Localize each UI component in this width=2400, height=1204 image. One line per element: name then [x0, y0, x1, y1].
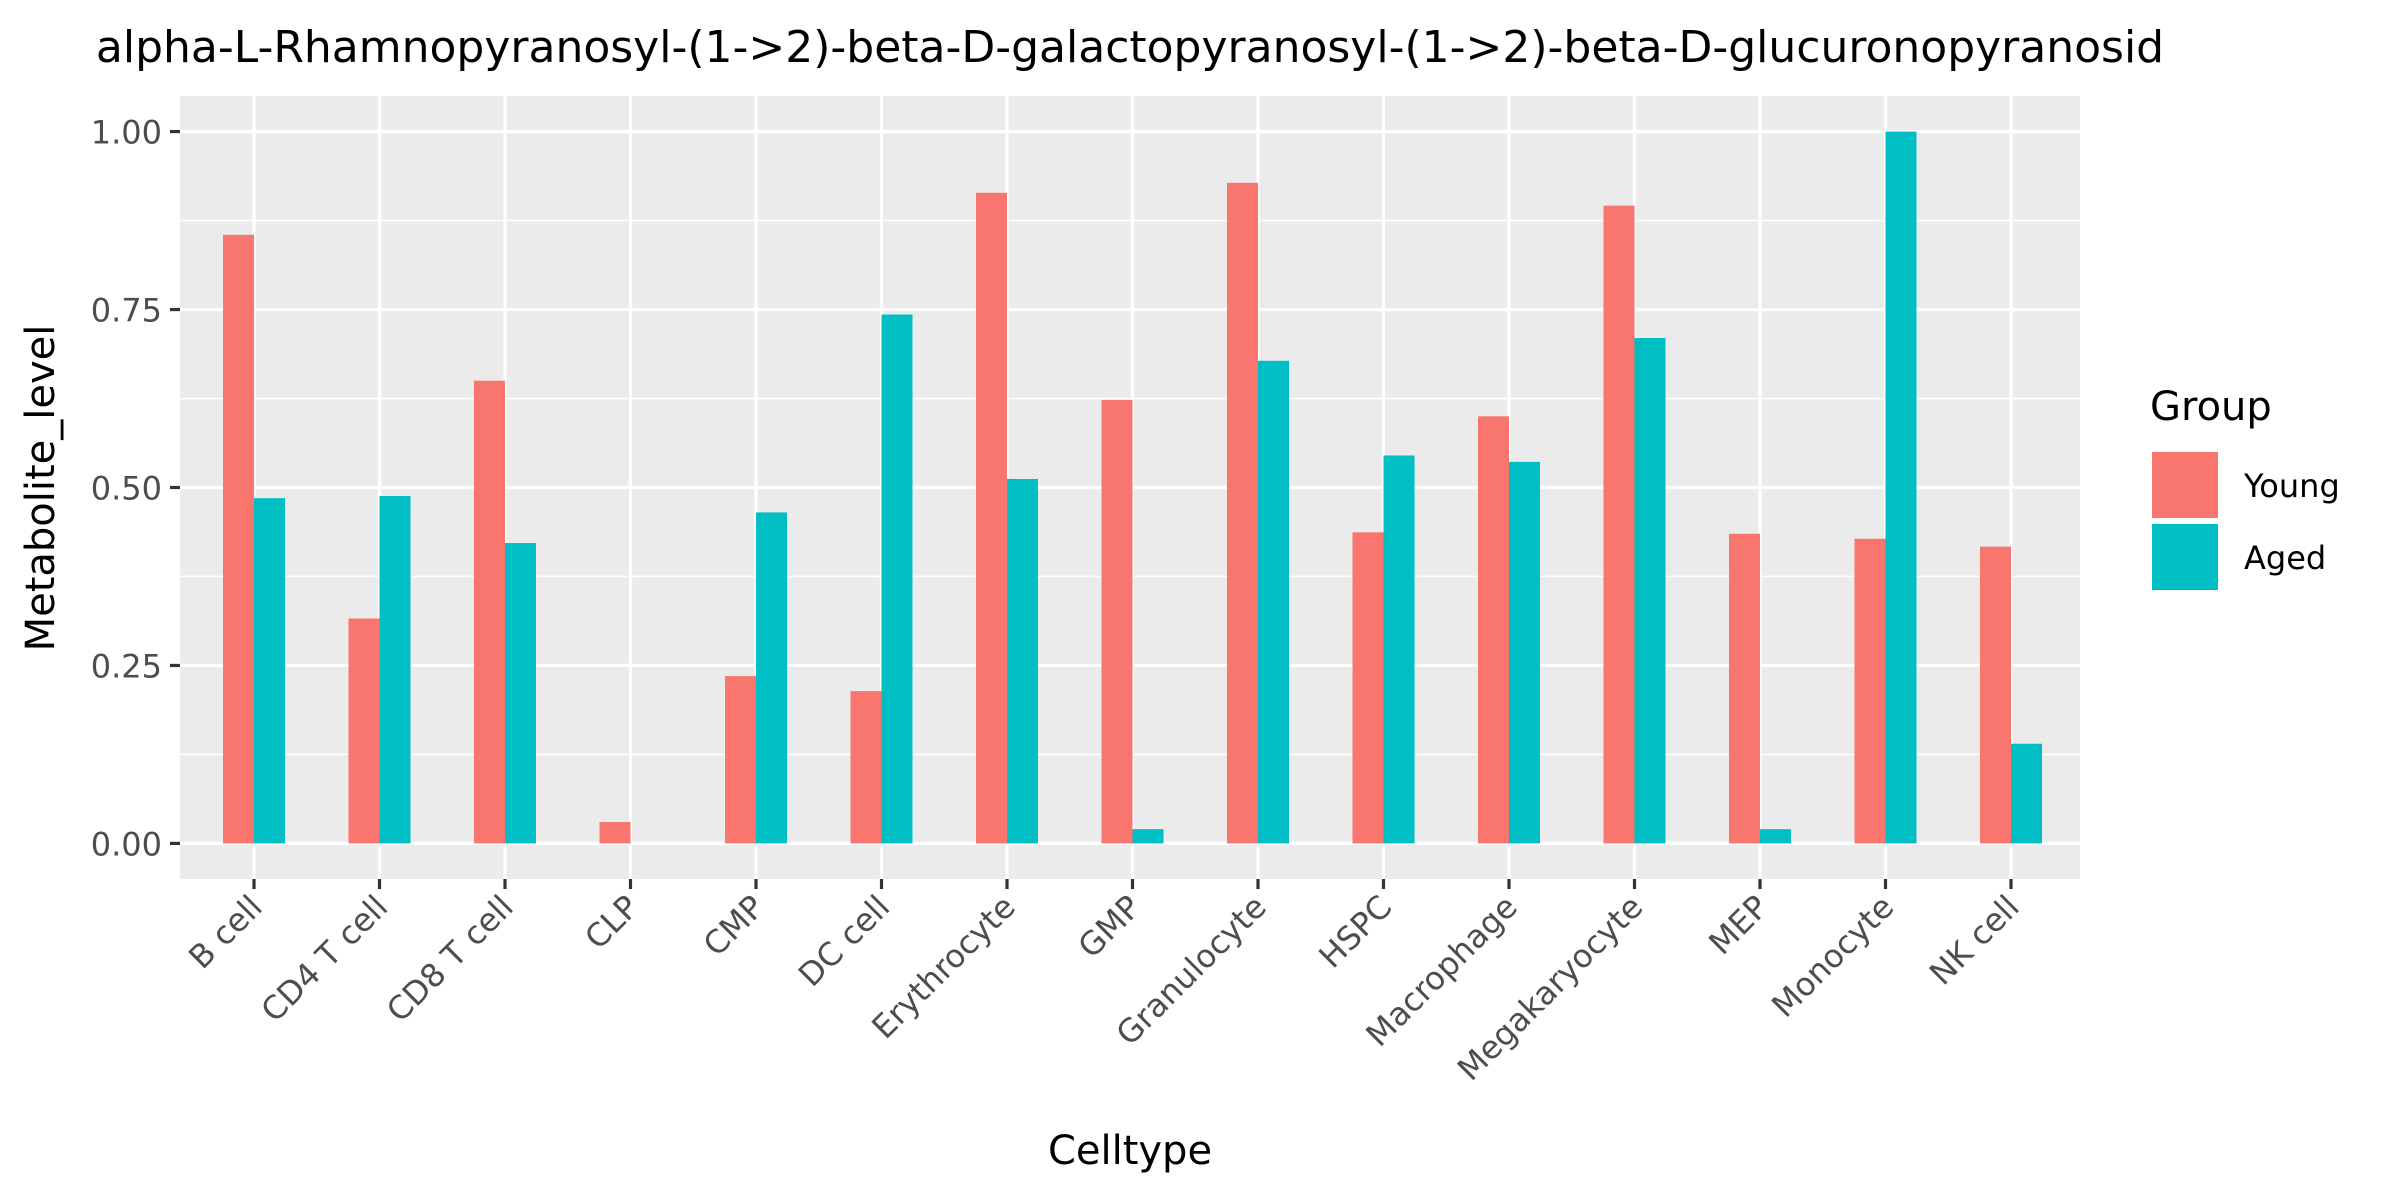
- bar-aged-cd8-t-cell: [505, 543, 536, 844]
- bar-aged-dc-cell: [881, 314, 913, 844]
- legend-items: Young Aged: [2152, 452, 2340, 590]
- bar-young-cmp: [725, 676, 756, 844]
- y-axis: 0.00 0.25 0.50 0.75 1.00: [91, 114, 180, 863]
- x-tick-label: CD8 T cell: [379, 888, 521, 1030]
- bar-aged-b-cell: [254, 498, 285, 844]
- bar-young-granulocyte: [1227, 182, 1258, 844]
- x-tick-label: CLP: [577, 888, 646, 957]
- x-tick-label: CMP: [696, 888, 772, 964]
- bar-aged-granulocyte: [1258, 360, 1289, 844]
- x-tick-label: CD4 T cell: [254, 888, 396, 1030]
- y-tick-label: 0.75: [91, 292, 162, 330]
- x-tick-label: B cell: [181, 888, 270, 977]
- bars: [223, 131, 2042, 844]
- bar-young-gmp: [1101, 399, 1133, 844]
- bar-young-macrophage: [1478, 416, 1509, 844]
- bar-aged-gmp: [1132, 829, 1164, 844]
- bar-young-erythrocyte: [976, 192, 1007, 844]
- bar-aged-cmp: [756, 512, 787, 844]
- legend-swatch-aged: [2152, 524, 2218, 590]
- legend-label-aged: Aged: [2244, 539, 2326, 577]
- legend-label-young: Young: [2243, 467, 2340, 505]
- bar-aged-monocyte: [1885, 131, 1917, 844]
- bar-young-dc-cell: [850, 691, 882, 844]
- x-tick-label: MEP: [1701, 888, 1775, 962]
- bar-young-cd8-t-cell: [474, 380, 505, 844]
- legend: Group Young Aged: [2150, 384, 2340, 590]
- x-tick-label: HSPC: [1311, 888, 1399, 976]
- bar-aged-erythrocyte: [1007, 478, 1038, 844]
- x-axis-title: Celltype: [1048, 1128, 1212, 1174]
- y-tick-label: 0.25: [91, 647, 162, 685]
- bar-aged-nk-cell: [2011, 743, 2042, 844]
- bar-aged-megakaryocyte: [1634, 338, 1666, 844]
- y-tick-label: 0.00: [91, 825, 162, 863]
- y-tick-label: 0.50: [91, 470, 162, 508]
- legend-swatch-young: [2152, 452, 2218, 518]
- bar-young-b-cell: [223, 234, 254, 844]
- bar-aged-cd4-t-cell: [379, 496, 411, 844]
- bar-aged-hspc: [1383, 455, 1415, 844]
- bar-young-cd4-t-cell: [348, 618, 380, 844]
- bar-young-monocyte: [1854, 538, 1886, 844]
- x-tick-label: DC cell: [791, 888, 897, 994]
- y-axis-title: Metabolite_level: [18, 325, 64, 652]
- bar-aged-macrophage: [1509, 461, 1540, 844]
- x-tick-label: GMP: [1071, 888, 1149, 966]
- bar-young-hspc: [1352, 532, 1384, 844]
- bar-aged-mep: [1760, 829, 1791, 844]
- legend-title: Group: [2150, 384, 2272, 430]
- y-tick-label: 1.00: [91, 114, 162, 152]
- bar-young-clp: [599, 822, 631, 844]
- bar-young-nk-cell: [1980, 546, 2011, 844]
- x-tick-label: Monocyte: [1764, 888, 1901, 1025]
- x-tick-label: NK cell: [1922, 888, 2027, 993]
- chart-title: alpha-L-Rhamnopyranosyl-(1->2)-beta-D-ga…: [96, 22, 2164, 73]
- bar-young-megakaryocyte: [1603, 205, 1635, 844]
- bar-young-mep: [1729, 533, 1760, 844]
